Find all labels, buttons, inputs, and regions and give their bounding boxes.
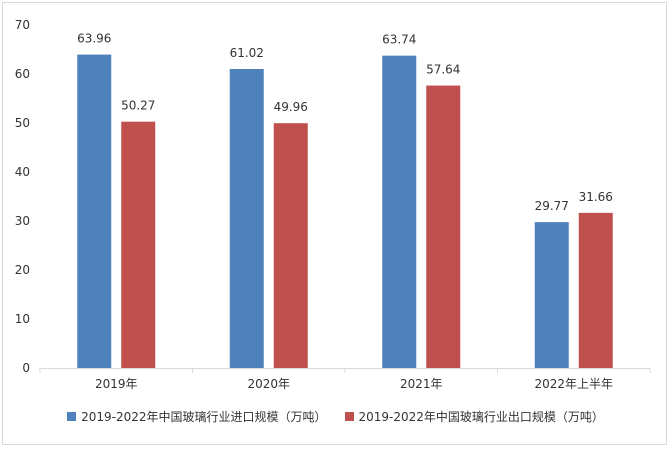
legend-item-import: 2019-2022年中国玻璃行业进口规模（万吨）: [67, 408, 327, 425]
data-label-export: 57.64: [426, 63, 460, 77]
legend: 2019-2022年中国玻璃行业进口规模（万吨） 2019-2022年中国玻璃行…: [0, 408, 671, 425]
data-label-export: 49.96: [274, 100, 308, 114]
y-tick-label: 60: [15, 67, 30, 81]
y-tick-label: 40: [15, 165, 30, 179]
y-tick-label: 70: [15, 18, 30, 32]
data-label-import: 63.74: [382, 33, 416, 47]
x-category-label: 2022年上半年: [534, 377, 613, 391]
data-label-import: 63.96: [77, 32, 111, 46]
legend-label-import: 2019-2022年中国玻璃行业进口规模（万吨）: [81, 410, 327, 424]
y-tick-label: 50: [15, 116, 30, 130]
bar-import: [229, 69, 264, 368]
legend-swatch-export: [344, 412, 354, 421]
bar-export: [121, 121, 156, 368]
legend-swatch-import: [67, 412, 77, 421]
bar-export: [273, 123, 308, 368]
y-tick-label: 10: [15, 312, 30, 326]
data-label-export: 31.66: [579, 190, 613, 204]
y-tick-label: 30: [15, 214, 30, 228]
y-tick-label: 0: [22, 361, 30, 375]
bar-import: [382, 55, 417, 368]
data-label-import: 29.77: [535, 199, 569, 213]
bar-import: [77, 54, 112, 368]
legend-item-export: 2019-2022年中国玻璃行业出口规模（万吨）: [344, 408, 604, 425]
x-category-label: 2021年: [400, 377, 443, 391]
y-tick-label: 20: [15, 263, 30, 277]
data-label-export: 50.27: [121, 99, 155, 113]
bar-export: [426, 85, 461, 369]
bar-import: [534, 222, 569, 368]
bar-export: [578, 212, 613, 368]
data-label-import: 61.02: [230, 46, 264, 60]
x-category-label: 2019年: [95, 377, 138, 391]
legend-label-export: 2019-2022年中国玻璃行业出口规模（万吨）: [358, 410, 604, 424]
x-category-label: 2020年: [247, 377, 290, 391]
